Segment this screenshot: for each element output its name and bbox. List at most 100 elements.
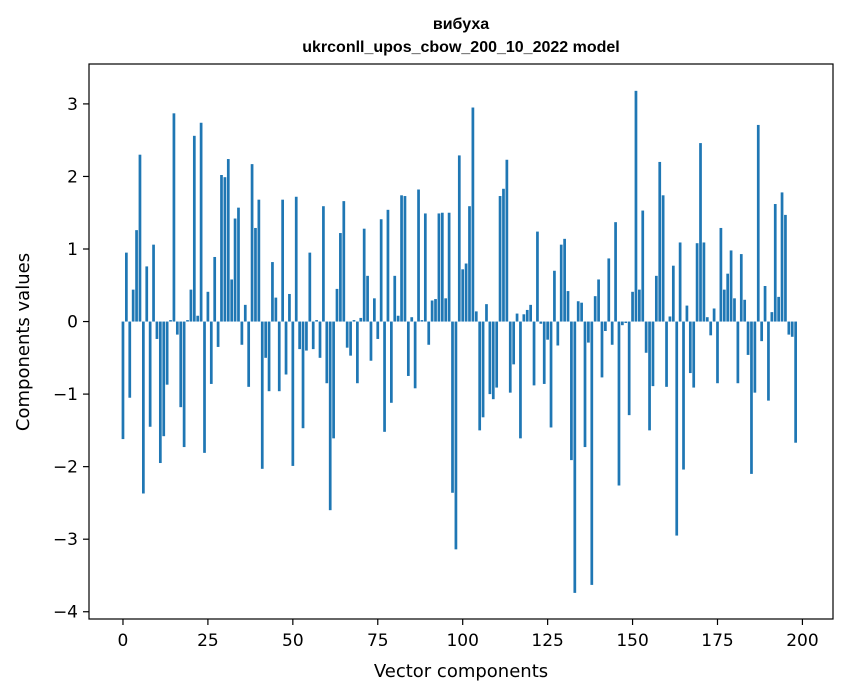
bar [719,227,723,322]
bar [410,317,414,322]
bar [702,242,706,322]
bar [359,317,363,322]
bar [237,207,240,322]
x-tick-label: 200 [786,631,818,651]
bar [223,177,227,322]
x-tick-label: 100 [446,631,478,651]
bar [522,314,526,322]
bar [597,279,600,322]
bar [498,196,502,322]
bar [366,275,369,322]
bar [376,321,380,339]
bar [284,321,288,375]
bar [699,143,702,322]
bar [121,321,125,440]
bar [478,321,482,431]
bar [502,188,505,322]
bar [260,321,264,469]
bar [203,321,206,453]
bar [447,212,451,322]
bar [583,321,587,448]
bar [787,321,791,335]
bar [488,321,492,395]
bar [379,219,383,322]
bar [192,135,196,322]
bar [739,254,743,322]
y-tick-label: 0 [67,313,78,333]
bar [213,256,217,322]
bar [294,196,298,322]
bar [148,321,152,427]
bar [654,275,658,322]
bar [468,206,471,322]
x-tick-label: 150 [616,631,648,651]
bar [508,321,512,393]
x-tick-label: 175 [701,631,733,651]
bar [339,233,342,322]
bar [773,204,777,322]
bar [570,321,573,461]
bar [305,321,308,351]
bar [230,279,234,322]
bar [542,321,546,384]
bar [277,321,281,392]
bar [621,321,624,326]
bar [369,321,373,361]
bar [553,270,556,322]
bar [179,321,183,408]
bar [264,321,268,358]
bar [512,321,516,365]
bar [413,321,417,389]
bar [226,159,230,322]
bar [580,302,583,322]
bar [257,199,261,322]
bar [491,321,495,400]
bar [675,321,679,536]
bar [688,321,692,374]
bar [743,299,747,322]
bar [794,321,797,443]
bar [417,189,420,322]
bar [233,218,237,322]
y-tick-label: 3 [67,95,78,115]
bar [736,321,740,384]
y-axis: −4 −3 −2 −1 0 1 2 3 [53,95,89,623]
bar [464,263,468,322]
bar [529,304,532,322]
bar [172,113,176,322]
bar [434,299,437,322]
bar [566,291,570,322]
bar [590,321,594,585]
bar [644,321,648,353]
bar [216,321,220,347]
bar [641,210,645,322]
plot-area-frame [88,63,834,620]
bar [624,321,628,323]
bar [457,155,461,322]
x-tick-label: 0 [118,631,129,651]
bar [131,289,135,322]
bar [760,321,764,342]
bar [722,289,726,322]
bar [746,321,750,355]
bar [440,212,444,322]
bar [515,313,519,322]
bar [186,320,189,322]
bar [169,320,172,322]
bar [536,231,539,322]
y-tick-label: −1 [53,385,78,405]
bar [189,289,193,322]
bar [573,321,577,593]
bar [362,228,366,322]
bar [206,291,210,322]
bar [532,321,536,386]
x-tick-label: 50 [282,631,304,651]
bar [182,321,186,448]
bar [406,321,410,376]
bar [274,297,278,322]
bar [658,161,662,322]
bar [753,321,757,393]
bar [390,321,393,403]
bar [430,300,434,322]
y-tick-label: 2 [67,167,78,187]
